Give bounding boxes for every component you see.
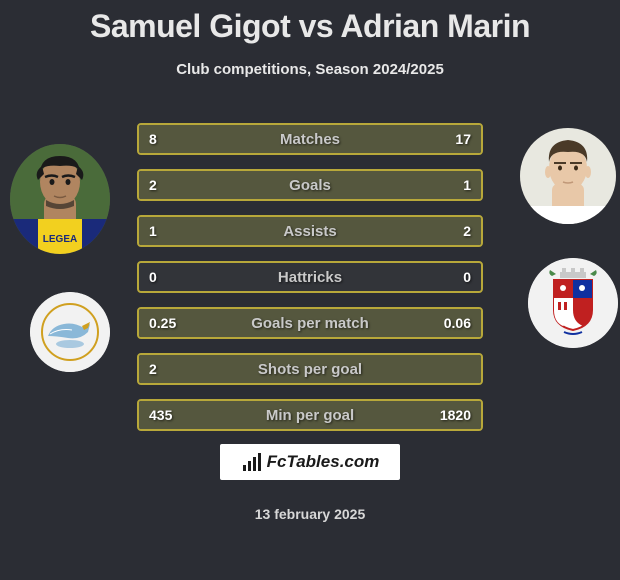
stat-label: Min per goal bbox=[139, 401, 481, 429]
stat-value-right: 17 bbox=[455, 125, 471, 153]
page-subtitle: Club competitions, Season 2024/2025 bbox=[0, 61, 620, 78]
stat-value-right: 0 bbox=[463, 263, 471, 291]
stat-row: 2Shots per goal bbox=[137, 353, 483, 385]
footer-logo: FcTables.com bbox=[220, 444, 400, 480]
stat-row: 1Assists2 bbox=[137, 215, 483, 247]
stat-row: 8Matches17 bbox=[137, 123, 483, 155]
player-left-avatar: LEGEA bbox=[10, 144, 110, 254]
stats-container: 8Matches172Goals11Assists20Hattricks00.2… bbox=[137, 123, 483, 445]
stat-value-right: 2 bbox=[463, 217, 471, 245]
stat-row: 0Hattricks0 bbox=[137, 261, 483, 293]
lazio-badge-icon bbox=[30, 292, 110, 372]
stat-row: 0.25Goals per match0.06 bbox=[137, 307, 483, 339]
stat-label: Goals per match bbox=[139, 309, 481, 337]
player-left-icon: LEGEA bbox=[10, 144, 110, 254]
footer-logo-text: FcTables.com bbox=[267, 452, 380, 472]
chart-icon bbox=[241, 451, 263, 473]
stat-label: Hattricks bbox=[139, 263, 481, 291]
braga-badge-icon bbox=[528, 258, 618, 348]
svg-text:LEGEA: LEGEA bbox=[43, 234, 77, 245]
stat-value-right: 1 bbox=[463, 171, 471, 199]
stat-row: 2Goals1 bbox=[137, 169, 483, 201]
page-title: Samuel Gigot vs Adrian Marin bbox=[0, 0, 620, 45]
player-right-avatar bbox=[520, 128, 616, 224]
stat-label: Shots per goal bbox=[139, 355, 481, 383]
stat-value-right: 1820 bbox=[440, 401, 471, 429]
team-left-badge bbox=[30, 292, 110, 372]
player-right-icon bbox=[520, 128, 616, 224]
team-right-badge bbox=[528, 258, 618, 348]
stat-label: Matches bbox=[139, 125, 481, 153]
stat-label: Goals bbox=[139, 171, 481, 199]
stat-value-right: 0.06 bbox=[444, 309, 471, 337]
footer-date: 13 february 2025 bbox=[0, 506, 620, 522]
stat-row: 435Min per goal1820 bbox=[137, 399, 483, 431]
stat-label: Assists bbox=[139, 217, 481, 245]
